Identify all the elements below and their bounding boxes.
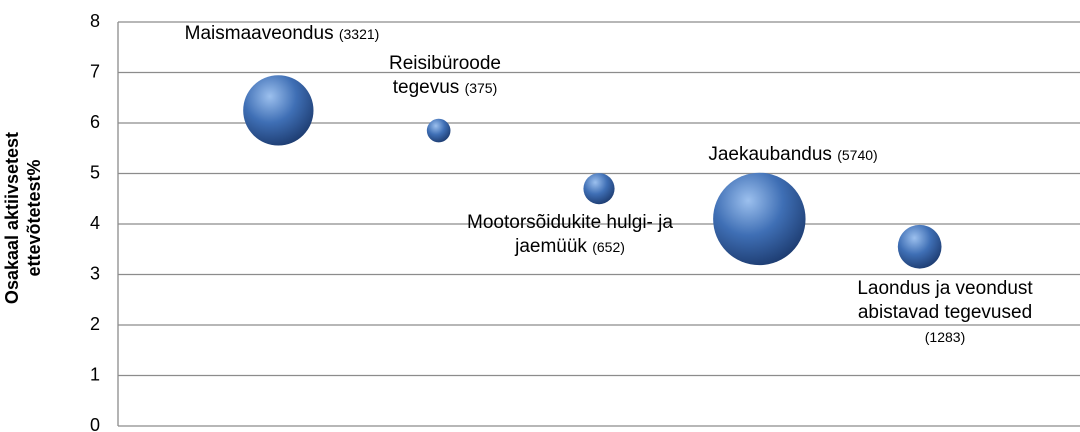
y-axis-label: Osakaal aktiivsetest ettevõtetest% [2, 131, 44, 305]
size-label: (375) [464, 80, 498, 96]
bubble-name: Reisibüroode tegevus [389, 53, 501, 98]
bubble [897, 224, 942, 269]
data-label: Laondus ja veondust abistavad tegevused … [835, 277, 1055, 349]
bubble-name: Laondus ja veondust abistavad tegevused [857, 278, 1033, 323]
bubble-name: Maismaaveondus [184, 23, 334, 44]
data-label: Reisibüroode tegevus (375) [360, 52, 530, 100]
size-label: (5740) [837, 147, 878, 163]
data-label: Mootorsõidukite hulgi- ja jaemüük (652) [455, 211, 685, 259]
bubble [243, 75, 314, 146]
data-label: Maismaaveondus (3321) [182, 22, 382, 46]
y-tick-label: 1 [90, 364, 100, 384]
size-label: (3321) [338, 26, 380, 42]
y-tick-label: 4 [90, 213, 100, 233]
y-tick-label: 0 [90, 415, 100, 432]
y-tick-label: 7 [90, 61, 100, 81]
bubble [426, 118, 451, 143]
y-tick-label: 2 [90, 314, 100, 334]
size-label: (1283) [924, 329, 966, 345]
y-tick-label: 3 [90, 263, 100, 283]
y-tick-label: 5 [90, 162, 100, 182]
bubble [583, 173, 615, 205]
size-label: (652) [592, 239, 625, 255]
data-label: Jaekaubandus (5740) [663, 143, 923, 167]
bubble [713, 172, 806, 266]
y-tick-label: 6 [90, 112, 100, 132]
bubble-name: Jaekaubandus [708, 144, 832, 165]
bubble-name: Mootorsõidukite hulgi- ja jaemüük [467, 212, 673, 257]
y-tick-label: 8 [90, 11, 100, 31]
